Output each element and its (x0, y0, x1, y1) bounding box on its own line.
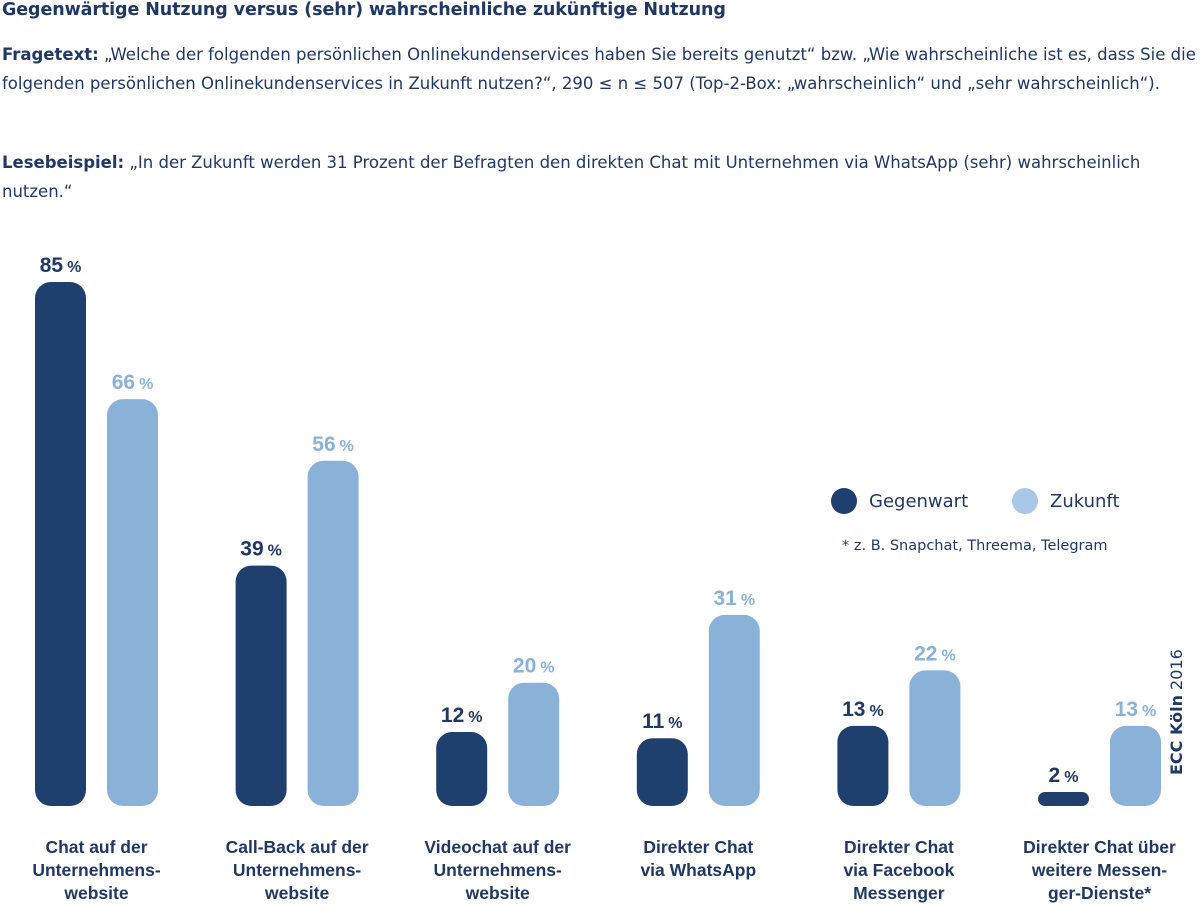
category-label-3: Videochat auf der Unternehmens-website (424, 837, 571, 903)
legend-item-zukunft: Zukunft (1012, 488, 1120, 514)
legend-swatch-gegenwart (831, 488, 857, 514)
reading-example-body: „In der Zukunft werden 31 Prozent der Be… (2, 153, 1141, 201)
bar-gegenwart-6 (1038, 792, 1089, 806)
chart-title: Gegenwärtige Nutzung versus (sehr) wahrs… (2, 0, 726, 20)
question-text: Fragetext: „Welche der folgenden persönl… (2, 40, 1198, 98)
bar-zukunft-4 (708, 614, 760, 806)
bar-zukunft-3 (508, 682, 560, 806)
legend-item-gegenwart: Gegenwart (831, 488, 968, 514)
data-label-zukunft-1: 66% (112, 371, 154, 394)
bar-zukunft-2 (307, 460, 359, 806)
category-label-5: Direkter Chat via Facebook Messenger (843, 837, 954, 903)
source-credit: ECC Köln 2016 (1167, 649, 1186, 775)
legend-label-gegenwart: Gegenwart (869, 490, 969, 512)
data-label-zukunft-3: 20% (513, 655, 555, 678)
bar-gegenwart-5 (837, 725, 889, 806)
credit-year: 2016 (1167, 649, 1186, 690)
bar-chart: 85 % 66 % Chat auf der Unternehmens-website 39… (32, 254, 1176, 903)
category-label-4: Direkter Chat via WhatsApp (640, 837, 756, 880)
data-label-gegenwart-2: 39% (240, 538, 282, 561)
bar-gegenwart-1 (35, 282, 86, 806)
credit-org: ECC Köln (1167, 695, 1186, 775)
bar-gegenwart-2 (235, 565, 287, 806)
category-label-6: Direkter Chat über weitere Messen-ger-Die… (1023, 837, 1176, 903)
reading-example-label: Lesebeispiel: (2, 153, 125, 172)
legend-swatch-zukunft (1012, 488, 1038, 514)
bar-zukunft-6 (1110, 725, 1161, 806)
bar-zukunft-5 (909, 670, 961, 806)
data-label-zukunft-2: 56% (312, 433, 354, 456)
question-body: „Welche der folgenden persönlichen Onlin… (2, 45, 1196, 93)
data-label-gegenwart-6: 2% (1049, 764, 1079, 787)
category-label-1: Chat auf der Unternehmens-website (32, 837, 161, 903)
question-label: Fragetext: (2, 45, 99, 64)
data-label-gegenwart-5: 13% (842, 698, 884, 721)
data-label-gegenwart-4: 11% (642, 710, 682, 733)
data-label-gegenwart-1: 85% (40, 254, 82, 277)
data-label-gegenwart-3: 12% (441, 704, 483, 727)
legend-label-zukunft: Zukunft (1050, 490, 1120, 512)
reading-example: Lesebeispiel: „In der Zukunft werden 31 … (2, 148, 1198, 206)
bar-gegenwart-3 (436, 732, 488, 806)
bar-zukunft-1 (107, 399, 158, 806)
bar-gegenwart-4 (636, 738, 688, 806)
data-label-zukunft-5: 22% (914, 642, 956, 665)
data-label-zukunft-6: 13% (1115, 698, 1157, 721)
data-label-zukunft-4: 31% (714, 587, 756, 610)
category-label-2: Call-Back auf der Unternehmens-website (226, 837, 369, 903)
footnote: * z. B. Snapchat, Threema, Telegram (842, 538, 1108, 554)
